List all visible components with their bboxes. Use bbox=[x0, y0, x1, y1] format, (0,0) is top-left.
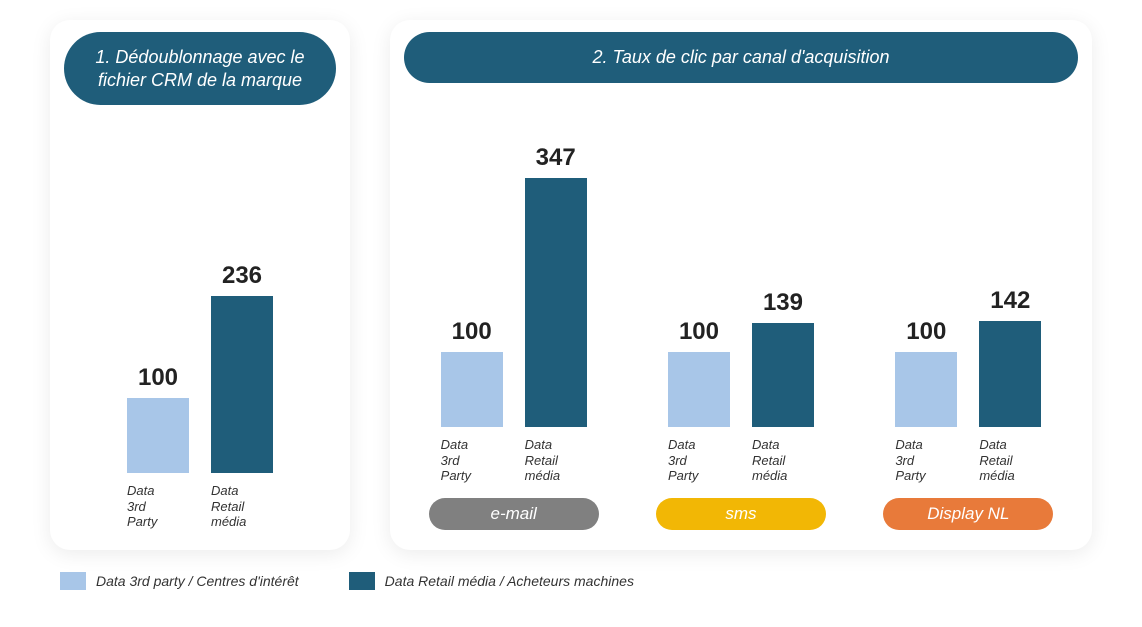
legend-swatch bbox=[60, 572, 86, 590]
bar-value: 100 bbox=[138, 364, 178, 392]
bar bbox=[525, 178, 587, 427]
bars-row: 100 Data 3rd Party 236 Data Retail média bbox=[127, 190, 273, 530]
bar-value: 142 bbox=[990, 287, 1030, 315]
bar-value: 347 bbox=[536, 144, 576, 172]
bar-column: 100 Data 3rd Party bbox=[668, 144, 730, 484]
bars-row: 100 Data 3rd Party 142 Data Retail média bbox=[895, 144, 1041, 484]
bar-column: 347 Data Retail média bbox=[525, 144, 587, 484]
legend-text: Data Retail média / Acheteurs machines bbox=[385, 573, 634, 589]
bar-column: 100 Data 3rd Party bbox=[895, 144, 957, 484]
channel-pill: Display NL bbox=[883, 498, 1053, 530]
panel-taux-clic: 2. Taux de clic par canal d'acquisition … bbox=[390, 20, 1092, 550]
bar-value: 100 bbox=[906, 318, 946, 346]
legend-item: Data Retail média / Acheteurs machines bbox=[349, 572, 634, 590]
legend-swatch bbox=[349, 572, 375, 590]
bar-column: 100 Data 3rd Party bbox=[127, 190, 189, 530]
panel-dedoublonnage: 1. Dédoublonnage avec le fichier CRM de … bbox=[50, 20, 350, 550]
bar-label: Data Retail média bbox=[211, 483, 273, 530]
channel-pill: sms bbox=[656, 498, 826, 530]
bars-row: 100 Data 3rd Party 139 Data Retail média bbox=[668, 144, 814, 484]
bar-label: Data 3rd Party bbox=[441, 437, 503, 484]
bar-column: 139 Data Retail média bbox=[752, 144, 814, 484]
panel1-chart: 100 Data 3rd Party 236 Data Retail média bbox=[50, 105, 350, 530]
bar bbox=[211, 296, 273, 473]
bar-group: 100 Data 3rd Party 142 Data Retail média Dis… bbox=[883, 144, 1053, 530]
bar-label: Data Retail média bbox=[979, 437, 1041, 484]
bar-label: Data Retail média bbox=[752, 437, 814, 484]
channel-pill: e-mail bbox=[429, 498, 599, 530]
bar-label: Data 3rd Party bbox=[127, 483, 189, 530]
legend-item: Data 3rd party / Centres d'intérêt bbox=[60, 572, 299, 590]
panel2-chart: 100 Data 3rd Party 347 Data Retail média e-m… bbox=[390, 83, 1092, 531]
bar bbox=[979, 321, 1041, 427]
bar bbox=[895, 352, 957, 427]
bar-group: 100 Data 3rd Party 236 Data Retail média bbox=[127, 190, 273, 530]
legend: Data 3rd party / Centres d'intérêt Data R… bbox=[60, 572, 1092, 590]
panels-container: 1. Dédoublonnage avec le fichier CRM de … bbox=[50, 20, 1092, 550]
bar-value: 236 bbox=[222, 262, 262, 290]
bar-label: Data Retail média bbox=[525, 437, 587, 484]
bar-group: 100 Data 3rd Party 347 Data Retail média e-m… bbox=[429, 144, 599, 530]
bars-row: 100 Data 3rd Party 347 Data Retail média bbox=[441, 144, 587, 484]
legend-text: Data 3rd party / Centres d'intérêt bbox=[96, 573, 299, 589]
panel2-header: 2. Taux de clic par canal d'acquisition bbox=[404, 32, 1078, 83]
bar-label: Data 3rd Party bbox=[668, 437, 730, 484]
bar-value: 100 bbox=[452, 318, 492, 346]
bar bbox=[441, 352, 503, 427]
bar-value: 139 bbox=[763, 289, 803, 317]
bar-column: 142 Data Retail média bbox=[979, 144, 1041, 484]
bar-value: 100 bbox=[679, 318, 719, 346]
bar-column: 100 Data 3rd Party bbox=[441, 144, 503, 484]
bar-column: 236 Data Retail média bbox=[211, 190, 273, 530]
bar bbox=[127, 398, 189, 473]
bar bbox=[752, 323, 814, 427]
bar-label: Data 3rd Party bbox=[895, 437, 957, 484]
bar bbox=[668, 352, 730, 427]
panel1-header: 1. Dédoublonnage avec le fichier CRM de … bbox=[64, 32, 336, 105]
bar-group: 100 Data 3rd Party 139 Data Retail média sms bbox=[656, 144, 826, 530]
